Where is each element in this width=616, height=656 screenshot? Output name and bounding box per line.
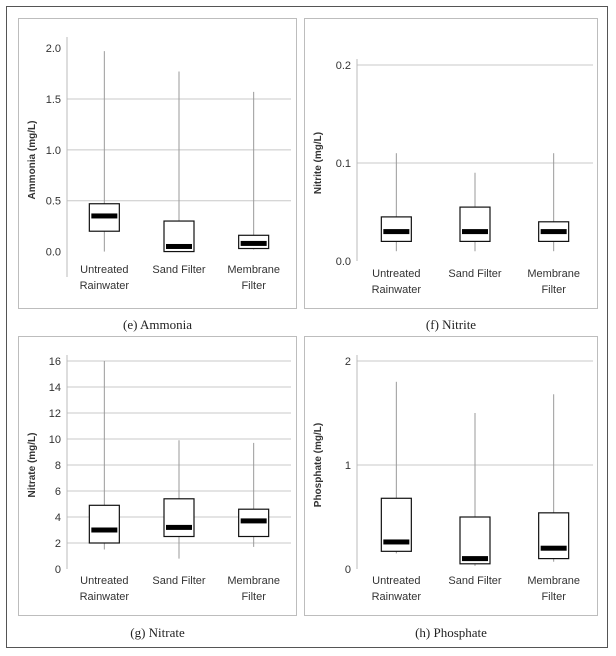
phosphate-caption: (h) Phosphate (415, 625, 487, 640)
ammonia-median-bar (166, 243, 192, 249)
ammonia-category-label: Membrane (227, 264, 280, 276)
nitrite-median-bar (540, 229, 567, 235)
ammonia-y-tick-label: 0.0 (46, 247, 61, 259)
nitrate-category-label: Filter (241, 591, 266, 603)
nitrate-y-tick-label: 14 (49, 382, 61, 394)
phosphate-y-axis-label: Phosphate (mg/L) (313, 423, 324, 507)
phosphate-y-tick-label: 0 (345, 564, 351, 576)
nitrate-median-bar (166, 524, 192, 530)
nitrite-box (459, 206, 491, 243)
nitrite-caption: (f) Nitrite (425, 317, 477, 332)
nitrate-median-bar (91, 527, 118, 533)
phosphate-category-label: Sand Filter (448, 575, 502, 587)
ammonia-category-label: Untreated (80, 264, 128, 276)
ammonia-y-tick-label: 1.0 (46, 145, 61, 157)
nitrite-y-tick-label: 0.2 (336, 60, 351, 72)
phosphate-box (459, 516, 491, 565)
ammonia-chart-panel: 0.0 0.5 1.0 1.5 2.0 Ammonia (mg/L) Untreated Ra… (18, 18, 297, 309)
nitrate-y-tick-label: 2 (55, 538, 61, 550)
ammonia-category-label: Rainwater (80, 280, 130, 292)
nitrite-category-label: Untreated (372, 268, 420, 280)
nitrate-chart-panel: 0 2 4 6 8 10 12 14 16 Nitrate (mg/L) Untreated Rain… (18, 336, 297, 616)
ammonia-median-bar (91, 213, 118, 219)
nitrite-category-label: Sand Filter (448, 268, 502, 280)
nitrite-median-bar (462, 229, 488, 235)
nitrite-y-tick-label: 0.1 (336, 158, 351, 170)
nitrate-y-axis-label: Nitrate (mg/L) (27, 433, 38, 498)
phosphate-y-tick-label: 2 (345, 356, 351, 368)
nitrate-y-tick-label: 10 (49, 434, 61, 446)
phosphate-category-label: Rainwater (372, 591, 422, 603)
phosphate-box (538, 512, 570, 560)
nitrite-category-label: Filter (541, 284, 566, 296)
ammonia-category-label: Filter (241, 280, 266, 292)
figure-frame (6, 6, 608, 648)
nitrate-y-tick-label: 4 (55, 512, 61, 524)
nitrite-category-label: Rainwater (372, 284, 422, 296)
ammonia-category-label: Sand Filter (152, 264, 206, 276)
phosphate-chart-panel: 0 1 2 Phosphate (mg/L) Untreated Rainwater San… (304, 336, 598, 616)
nitrate-category-label: Rainwater (80, 591, 130, 603)
ammonia-median-bar (240, 240, 267, 246)
nitrite-category-label: Membrane (527, 268, 580, 280)
phosphate-category-label: Filter (541, 591, 566, 603)
nitrate-chart: 0 2 4 6 8 10 12 14 16 Nitrate (mg/L) Untreated Rain… (27, 355, 291, 603)
phosphate-median-bar (462, 556, 488, 562)
ammonia-y-tick-label: 2.0 (46, 43, 61, 55)
phosphate-median-bar (383, 539, 410, 545)
nitrate-median-bar (240, 518, 267, 524)
nitrate-box (163, 498, 195, 538)
nitrate-category-label: Sand Filter (152, 575, 206, 587)
phosphate-chart: 0 1 2 Phosphate (mg/L) Untreated Rainwater San… (313, 355, 593, 603)
nitrate-y-tick-label: 0 (55, 564, 61, 576)
nitrate-category-label: Untreated (80, 575, 128, 587)
nitrate-box (88, 504, 120, 544)
nitrate-caption: (g) Nitrate (130, 625, 185, 640)
nitrate-category-label: Membrane (227, 575, 280, 587)
phosphate-y-tick-label: 1 (345, 460, 351, 472)
phosphate-category-label: Membrane (527, 575, 580, 587)
ammonia-y-axis-label: Ammonia (mg/L) (27, 121, 38, 200)
nitrite-y-axis-label: Nitrite (mg/L) (313, 132, 324, 194)
nitrate-y-tick-label: 12 (49, 408, 61, 420)
ammonia-y-tick-label: 1.5 (46, 94, 61, 106)
nitrite-y-tick-label: 0.0 (336, 256, 351, 268)
ammonia-y-tick-label: 0.5 (46, 196, 61, 208)
nitrate-y-tick-label: 16 (49, 356, 61, 368)
phosphate-category-label: Untreated (372, 575, 420, 587)
nitrate-y-tick-label: 8 (55, 460, 61, 472)
nitrite-median-bar (383, 229, 410, 235)
nitrite-chart-panel: 0.0 0.1 0.2 Nitrite (mg/L) Untreated Rainwate… (304, 18, 598, 309)
ammonia-caption: (e) Ammonia (123, 317, 192, 332)
phosphate-median-bar (540, 545, 567, 551)
nitrate-y-tick-label: 6 (55, 486, 61, 498)
ammonia-chart: 0.0 0.5 1.0 1.5 2.0 Ammonia (mg/L) Untreated Ra… (27, 37, 291, 292)
nitrite-chart: 0.0 0.1 0.2 Nitrite (mg/L) Untreated Rainwate… (313, 59, 593, 296)
